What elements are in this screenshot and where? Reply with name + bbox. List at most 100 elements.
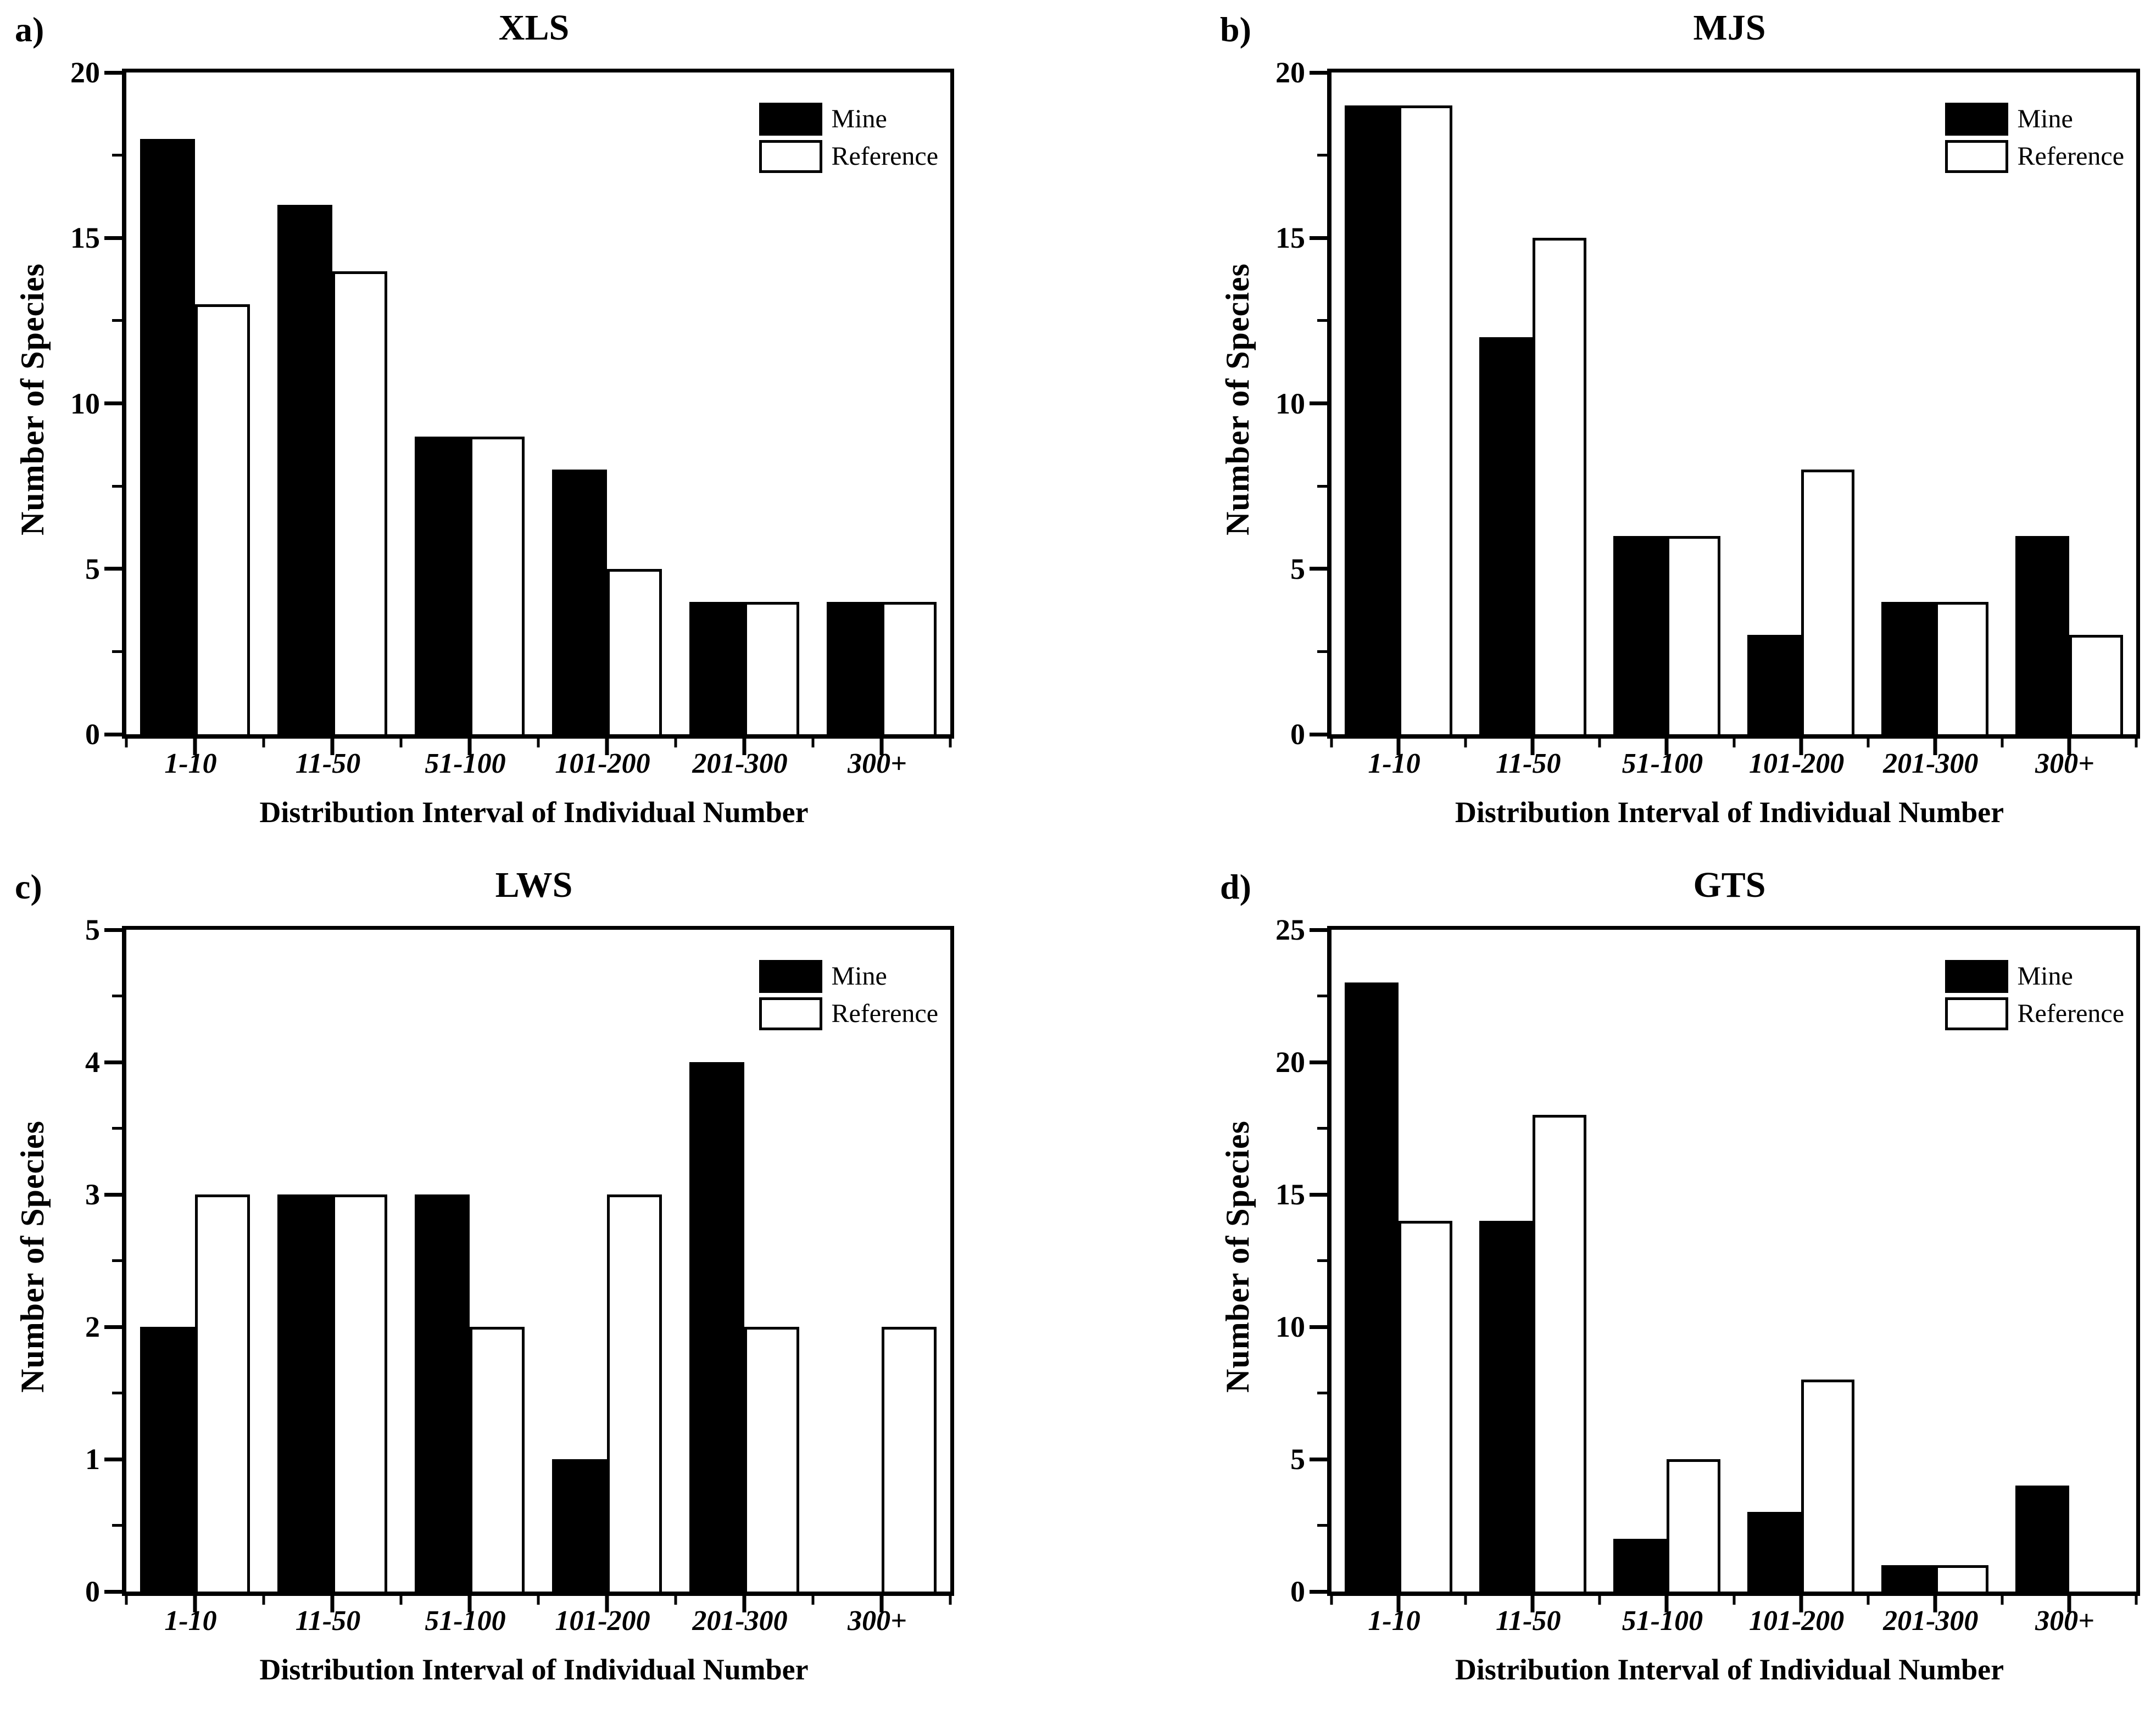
- bar-group: [813, 930, 950, 1592]
- x-axis-category-label: 101-200: [1748, 748, 1845, 779]
- mine-bar: [140, 1327, 195, 1592]
- y-axis-major-tick: [104, 732, 122, 736]
- bar-group: [1868, 930, 2002, 1592]
- mine-bar: [415, 1194, 470, 1592]
- y-axis-tick-label: 10: [1275, 1310, 1305, 1343]
- x-axis-minor-tick: [674, 1596, 677, 1605]
- x-axis-minor-tick: [949, 739, 952, 747]
- legend-label-mine: Mine: [831, 962, 887, 991]
- x-axis-minor-tick: [2001, 1596, 2004, 1605]
- x-axis-category-label: 201-300: [692, 1605, 788, 1637]
- legend: Mine Reference: [759, 960, 938, 1035]
- bars-container: [126, 72, 950, 734]
- bar-group: [126, 72, 264, 734]
- x-axis-minor-tick: [125, 739, 128, 747]
- x-axis-category-label: 51-100: [425, 748, 506, 779]
- reference-bar: [195, 304, 250, 734]
- x-axis-major-tick: [330, 1596, 335, 1612]
- y-axis-major-tick: [104, 1192, 122, 1197]
- mine-bar: [689, 602, 744, 734]
- x-axis-category-label: 11-50: [295, 1605, 361, 1637]
- y-axis-tick-label: 1: [85, 1443, 100, 1476]
- x-axis-category-label: 51-100: [1622, 748, 1703, 779]
- y-axis-minor-tick: [1317, 484, 1328, 488]
- bar-group: [1868, 72, 2002, 734]
- x-axis-minor-tick: [399, 739, 403, 747]
- x-axis-major-tick: [330, 739, 335, 755]
- bar-group: [1332, 930, 1466, 1592]
- y-axis-minor-tick: [1317, 650, 1328, 653]
- y-axis-major-tick: [1310, 1060, 1328, 1064]
- y-axis-tick-label: 15: [1275, 221, 1305, 255]
- y-axis-major-tick: [1310, 1589, 1328, 1594]
- y-axis-major-tick: [104, 236, 122, 240]
- y-axis-tick-label: 0: [85, 1575, 100, 1608]
- y-axis-tick-label: 15: [1275, 1178, 1305, 1211]
- y-axis-title: Number of Species: [14, 1120, 51, 1393]
- x-axis-minor-tick: [811, 739, 815, 747]
- bar-group: [538, 930, 676, 1592]
- x-axis-major-tick: [1396, 739, 1401, 755]
- reference-bar: [1935, 1565, 1989, 1592]
- x-axis-major-tick: [193, 1596, 197, 1612]
- bar-group: [2002, 72, 2136, 734]
- y-axis-title: Number of Species: [1219, 1120, 1256, 1393]
- x-axis-major-tick: [879, 1596, 884, 1612]
- bar-group: [2002, 930, 2136, 1592]
- y-axis-major-tick: [104, 70, 122, 75]
- mine-bar: [1747, 635, 1801, 734]
- y-axis-tick-label: 0: [85, 718, 100, 751]
- x-axis-category-label: 300+: [848, 748, 907, 779]
- y-axis-minor-tick: [112, 1259, 122, 1262]
- y-axis-minor-tick: [112, 154, 122, 157]
- y-axis-major-tick: [1310, 1457, 1328, 1461]
- reference-bar: [332, 1194, 387, 1592]
- legend-item-mine: Mine: [759, 960, 938, 993]
- x-axis-major-tick: [605, 739, 609, 755]
- panel-letter: a): [15, 10, 44, 49]
- mine-bar: [1613, 1538, 1667, 1592]
- panel-title: XLS: [498, 8, 570, 48]
- plot-area: Mine Reference 0 1 2 3 4 5: [85, 915, 954, 1612]
- y-axis-major-tick: [1310, 70, 1328, 75]
- y-axis-tick-label: 15: [70, 221, 100, 255]
- mine-bar: [415, 436, 470, 734]
- reference-bar: [744, 602, 799, 734]
- x-axis-tick-labels: 1-10 11-50 51-100 101-200 201-300 300+: [122, 1605, 946, 1637]
- legend-item-mine: Mine: [1945, 960, 2124, 993]
- x-axis-major-tick: [193, 739, 197, 755]
- x-axis-minor-tick: [2135, 739, 2138, 747]
- y-axis-tick-label: 10: [1275, 387, 1305, 420]
- x-axis-category-label: 300+: [2035, 748, 2094, 779]
- x-axis-minor-tick: [262, 1596, 265, 1605]
- x-axis-category-label: 51-100: [1622, 1605, 1703, 1637]
- x-axis-major-tick: [2067, 1596, 2071, 1612]
- panel-letter: b): [1220, 10, 1251, 49]
- reference-bar: [1801, 1380, 1855, 1592]
- x-axis-major-tick: [879, 739, 884, 755]
- x-axis-category-label: 11-50: [1496, 748, 1561, 779]
- panel-c: c) LWS Number of Species Mine Reference …: [0, 857, 1078, 1714]
- reference-bar: [882, 1327, 937, 1592]
- y-axis-tick-label: 5: [1290, 552, 1305, 585]
- y-axis-minor-tick: [1317, 1259, 1328, 1262]
- x-axis-minor-tick: [399, 1596, 403, 1605]
- x-axis-title: Distribution Interval of Individual Numb…: [1455, 796, 2004, 829]
- y-axis-minor-tick: [112, 319, 122, 322]
- y-axis-major-tick: [104, 1325, 122, 1329]
- x-axis-minor-tick: [811, 1596, 815, 1605]
- bars-container: [126, 930, 950, 1592]
- x-axis-major-tick: [1664, 739, 1669, 755]
- y-axis-tick-label: 20: [1275, 1046, 1305, 1079]
- y-axis-tick-label: 3: [85, 1178, 100, 1211]
- y-axis-major-tick: [1310, 732, 1328, 736]
- legend-item-mine: Mine: [759, 103, 938, 136]
- reference-bar: [607, 568, 662, 734]
- x-axis-tick-labels: 1-10 11-50 51-100 101-200 201-300 300+: [122, 748, 946, 779]
- x-axis-major-tick: [1799, 739, 1803, 755]
- y-axis-major-tick: [104, 928, 122, 932]
- panel-title: GTS: [1693, 865, 1766, 905]
- legend-label-mine: Mine: [2017, 104, 2073, 133]
- y-axis-major-tick: [1310, 928, 1328, 932]
